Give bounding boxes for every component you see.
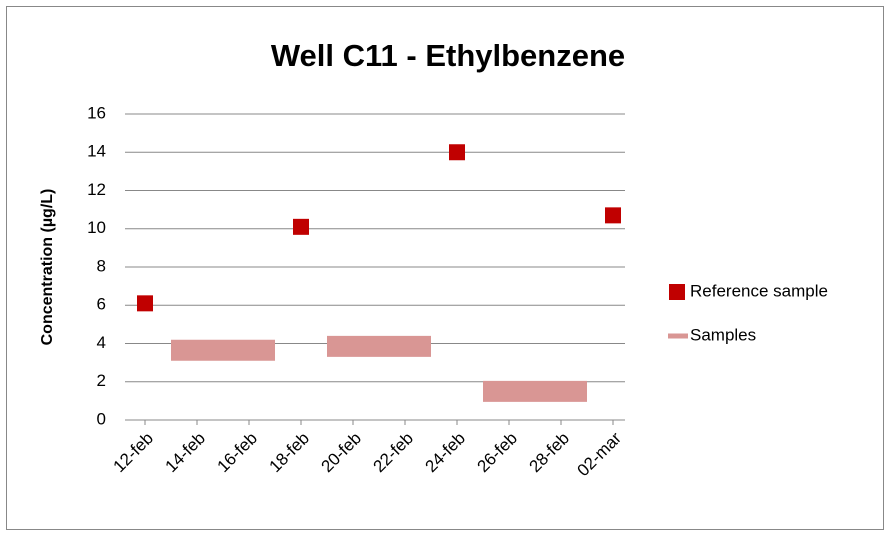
y-tick-label: 6 <box>97 295 106 314</box>
reference-point <box>605 207 621 224</box>
y-tick-label: 2 <box>97 371 106 390</box>
y-tick-label: 4 <box>97 333 106 352</box>
y-tick-label: 8 <box>97 256 106 275</box>
reference-point <box>449 144 465 161</box>
y-tick-label: 0 <box>97 409 106 428</box>
y-tick-label: 10 <box>87 218 106 237</box>
y-tick-label: 12 <box>87 180 106 199</box>
reference-point <box>293 218 309 235</box>
legend-label: Reference sample <box>690 281 828 300</box>
chart-border <box>6 6 884 530</box>
reference-point <box>137 295 153 312</box>
legend-label: Samples <box>690 325 756 344</box>
legend-swatch <box>669 284 685 300</box>
chart-title: Well C11 - Ethylbenzene <box>271 38 625 73</box>
y-tick-label: 16 <box>87 103 106 122</box>
y-axis-title: Concentration (µg/L) <box>39 189 56 346</box>
y-tick-label: 14 <box>87 142 106 161</box>
